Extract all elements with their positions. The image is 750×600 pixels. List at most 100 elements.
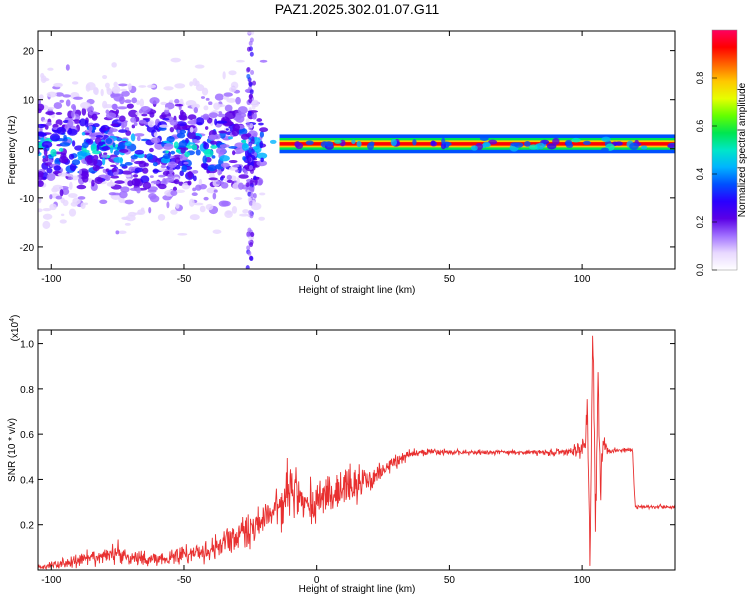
spectrogram-blob (259, 127, 269, 133)
spectrogram-blob (334, 139, 342, 144)
snr-x-label: Height of straight line (km) (299, 584, 416, 595)
spectrogram-blob (69, 181, 73, 190)
spectrogram-streak (250, 148, 255, 154)
spectrogram-blob (138, 85, 147, 88)
spectrogram-blob (113, 81, 118, 87)
spectrogram-blob (259, 192, 266, 196)
spectrogram-blob (47, 121, 52, 126)
spectrogram-streak (248, 93, 253, 99)
spectrogram-blob (139, 98, 145, 107)
spectrogram-blob (194, 64, 205, 69)
spectrogram-blob (229, 110, 236, 114)
spectrogram-blob (92, 164, 100, 172)
spectrogram-blob (114, 180, 125, 184)
spectrogram-streak (247, 147, 252, 153)
spectrogram-streak (249, 242, 254, 248)
spectrogram-blob (166, 201, 170, 209)
spectrogram-blob (251, 113, 257, 120)
spectrogram-blob (42, 77, 50, 82)
spectrogram-blob (118, 83, 128, 87)
spectrogram-blob (175, 189, 186, 194)
spectrogram-x-tick-label: -100 (41, 274, 61, 285)
spectrogram-blob (39, 94, 44, 100)
spectrogram-blob (189, 126, 194, 133)
spectrogram-blob (60, 213, 65, 217)
spectrogram-blob (162, 153, 171, 159)
spectrogram-streak (247, 31, 252, 35)
spectrogram-blob (231, 206, 238, 214)
spectrogram-blob (160, 101, 168, 106)
spectrogram-blob (174, 98, 180, 104)
spectrogram-blob (95, 135, 104, 138)
spectrogram-streak (249, 165, 254, 171)
spectrogram-blob (192, 77, 198, 87)
spectrogram-blob (113, 93, 124, 102)
spectrogram-blob (130, 154, 138, 160)
spectrogram-blob (205, 126, 209, 130)
spectrogram-blob (59, 99, 65, 103)
spectrogram-blob (195, 149, 201, 156)
spectrogram-blob (136, 136, 141, 142)
spectrogram-blob (211, 155, 216, 159)
spectrogram-blob (128, 109, 139, 118)
spectrogram-blob (102, 157, 106, 166)
spectrogram-blob (65, 99, 71, 107)
snr-y-label: SNR (10 * v/v) (7, 418, 18, 482)
spectrogram-blob (237, 106, 248, 115)
spectrogram-blob (134, 133, 145, 137)
spectrogram-y-tick-label: -10 (20, 194, 35, 205)
spectrogram-blob (119, 190, 128, 199)
spectrogram-blob (412, 138, 417, 146)
spectrogram-blob (218, 200, 229, 207)
spectrogram-blob (228, 159, 238, 164)
spectrogram-blob (159, 124, 169, 128)
spectrogram-blob (72, 96, 84, 100)
spectrogram-blob (256, 118, 263, 122)
spectrogram-blob (390, 138, 397, 147)
spectrogram-blob (42, 213, 53, 220)
spectrogram-blob (193, 118, 197, 124)
spectrogram-blob (71, 81, 79, 85)
spectrogram-blob (124, 141, 132, 147)
spectrogram-blob (208, 134, 217, 140)
spectrogram-blob (51, 187, 59, 193)
spectrogram-blob (38, 180, 44, 188)
spectrogram-blob (200, 96, 206, 99)
spectrogram-blob (42, 155, 46, 159)
spectrogram-blob (80, 102, 91, 109)
spectrogram-blob (187, 114, 197, 121)
spectrogram-blob (552, 137, 560, 145)
spectrogram-streak (246, 73, 251, 79)
spectrogram-blob (53, 165, 61, 171)
spectrogram-blob (235, 169, 239, 173)
snr-y-tick-label: 0.8 (20, 385, 34, 396)
spectrogram-blob (232, 164, 240, 168)
spectrogram-blob (196, 122, 203, 125)
spectrogram-blob (256, 152, 268, 159)
spectrogram-blob (57, 172, 69, 177)
spectrogram-blob (195, 84, 205, 92)
spectrogram-blob (157, 214, 166, 221)
spectrogram-blob (162, 118, 170, 121)
spectrogram-blob (131, 178, 141, 187)
spectrogram-streak (249, 123, 254, 129)
spectrogram-blob (70, 201, 78, 207)
spectrogram-blob (167, 173, 174, 180)
spectrogram-frame (37, 30, 676, 270)
spectrogram-blob (146, 125, 156, 133)
spectrogram-blob (179, 170, 184, 177)
spectrogram-blob (256, 160, 268, 167)
spectrogram-blob (38, 103, 45, 111)
spectrogram-blob (166, 136, 175, 143)
spectrogram-blob (208, 177, 218, 181)
spectrogram-streak (247, 250, 252, 256)
spectrogram-blob (208, 101, 213, 106)
spectrogram-blob (46, 91, 57, 98)
spectrogram-blob (174, 103, 184, 107)
spectrogram-blob (210, 140, 217, 145)
spectrogram-blob (192, 169, 199, 174)
spectrogram-blob (76, 184, 87, 190)
spectrogram-blob (121, 170, 133, 175)
spectrogram-blob (81, 132, 86, 136)
spectrogram-blob (189, 214, 200, 221)
